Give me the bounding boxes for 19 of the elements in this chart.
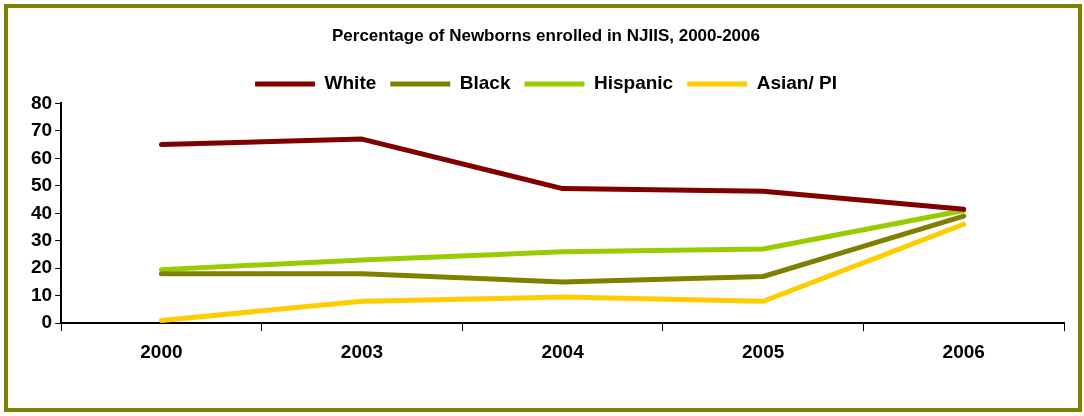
x-tick-label: 2000 — [140, 340, 183, 362]
y-tick-label: 10 — [30, 283, 53, 305]
y-tick-label: 50 — [30, 174, 53, 196]
y-tick-label: 30 — [30, 229, 53, 251]
y-tick-label: 0 — [41, 311, 53, 333]
y-tick-label: 60 — [30, 146, 53, 168]
legend-label: Asian/ PI — [756, 72, 837, 94]
y-tick-label: 40 — [30, 201, 53, 223]
y-tick-label: 80 — [30, 91, 53, 113]
legend-label: White — [324, 72, 377, 94]
y-tick-label: 20 — [30, 256, 53, 278]
y-tick-label: 70 — [30, 119, 53, 141]
chart-title: Percentage of Newborns enrolled in NJIIS, 2000-2006 — [332, 25, 760, 45]
legend-label: Hispanic — [593, 72, 674, 94]
x-tick-label: 2005 — [742, 340, 785, 362]
legend-label: Black — [459, 72, 511, 94]
x-tick-label: 2003 — [340, 340, 384, 362]
x-tick-label: 2006 — [942, 340, 985, 362]
x-tick-label: 2004 — [541, 340, 585, 362]
